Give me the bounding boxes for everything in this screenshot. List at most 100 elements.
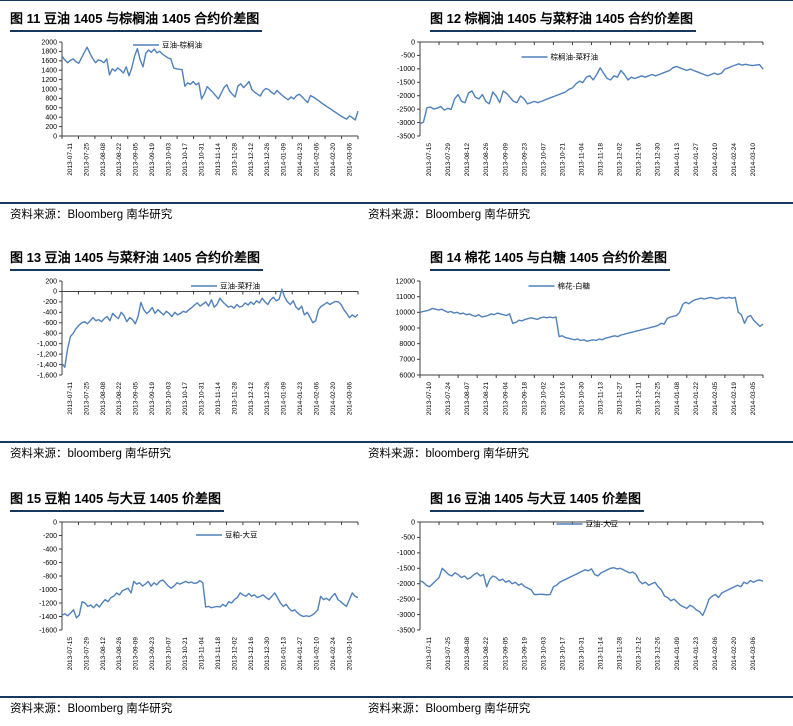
svg-text:-200: -200 bbox=[43, 533, 57, 540]
svg-text:2014-03-06: 2014-03-06 bbox=[346, 143, 353, 177]
svg-text:2014-01-09: 2014-01-09 bbox=[674, 637, 681, 671]
svg-text:2013-12-12: 2013-12-12 bbox=[248, 382, 255, 416]
svg-text:6000: 6000 bbox=[399, 372, 415, 379]
svg-text:-1600: -1600 bbox=[39, 627, 57, 634]
svg-text:2014-03-10: 2014-03-10 bbox=[750, 143, 757, 177]
svg-text:9000: 9000 bbox=[399, 325, 415, 332]
svg-text:-1000: -1000 bbox=[397, 550, 415, 557]
svg-text:2014-01-27: 2014-01-27 bbox=[297, 637, 304, 671]
svg-text:2013-11-14: 2013-11-14 bbox=[215, 143, 222, 176]
page-top-rule bbox=[0, 0, 793, 1]
svg-text:2014-03-05: 2014-03-05 bbox=[750, 382, 757, 416]
figure-row-3: 图 15 豆粕 1405 与大豆 1405 价差图 图 16 豆油 1405 与… bbox=[0, 463, 793, 718]
svg-text:2013-07-11: 2013-07-11 bbox=[67, 382, 74, 415]
svg-text:-200: -200 bbox=[43, 299, 57, 306]
svg-text:2013-08-12: 2013-08-12 bbox=[100, 637, 107, 671]
svg-text:2014-01-22: 2014-01-22 bbox=[693, 382, 700, 416]
svg-text:2013-10-31: 2013-10-31 bbox=[579, 637, 586, 671]
row3-titles: 图 15 豆粕 1405 与大豆 1405 价差图 图 16 豆油 1405 与… bbox=[0, 487, 793, 512]
svg-text:800: 800 bbox=[45, 96, 57, 103]
svg-text:2013-11-04: 2013-11-04 bbox=[579, 143, 586, 176]
svg-text:2013-08-22: 2013-08-22 bbox=[483, 637, 490, 671]
chart-fig11: 2000180016001400120010008006004002000201… bbox=[41, 39, 359, 177]
svg-text:2013-09-19: 2013-09-19 bbox=[149, 143, 156, 177]
svg-text:2013-12-16: 2013-12-16 bbox=[248, 637, 255, 671]
svg-text:2013-12-30: 2013-12-30 bbox=[264, 637, 271, 671]
svg-text:2014-02-06: 2014-02-06 bbox=[712, 637, 719, 671]
svg-text:-3000: -3000 bbox=[397, 612, 415, 619]
svg-text:2013-07-15: 2013-07-15 bbox=[67, 637, 74, 671]
svg-text:2013-08-26: 2013-08-26 bbox=[483, 143, 490, 177]
svg-text:2014-01-09: 2014-01-09 bbox=[281, 143, 288, 177]
svg-text:2013-11-18: 2013-11-18 bbox=[215, 637, 222, 670]
svg-text:-1000: -1000 bbox=[397, 66, 415, 73]
svg-text:2000: 2000 bbox=[41, 39, 57, 46]
row1-charts: 2000 1800 1600 1400 1200 1000 800 600 400 200 0 201… bbox=[0, 32, 793, 202]
svg-text:-2500: -2500 bbox=[397, 596, 415, 603]
svg-text:2014-02-19: 2014-02-19 bbox=[731, 382, 738, 416]
svg-text:2014-02-10: 2014-02-10 bbox=[314, 637, 321, 671]
svg-text:2013-10-07: 2013-10-07 bbox=[540, 143, 547, 177]
svg-text:2014-01-23: 2014-01-23 bbox=[693, 637, 700, 671]
svg-text:2013-10-31: 2013-10-31 bbox=[198, 143, 205, 177]
svg-text:2013-10-30: 2013-10-30 bbox=[579, 382, 586, 416]
svg-text:0: 0 bbox=[411, 39, 415, 46]
figure-12-title: 图 12 棕榈油 1405 与菜籽油 1405 合约价差图 bbox=[430, 7, 696, 32]
svg-text:400: 400 bbox=[45, 115, 57, 122]
svg-text:2013-12-16: 2013-12-16 bbox=[636, 143, 643, 177]
svg-text:-600: -600 bbox=[43, 320, 57, 327]
svg-text:2014-01-13: 2014-01-13 bbox=[281, 637, 288, 671]
svg-text:2013-08-22: 2013-08-22 bbox=[116, 143, 123, 177]
svg-text:2013-07-11: 2013-07-11 bbox=[67, 143, 74, 176]
svg-text:-800: -800 bbox=[43, 573, 57, 580]
svg-text:棕榈油-菜籽油: 棕榈油-菜籽油 bbox=[551, 52, 599, 62]
svg-text:2013-07-10: 2013-07-10 bbox=[426, 382, 433, 416]
svg-text:2014-01-09: 2014-01-09 bbox=[281, 382, 288, 416]
svg-text:-1,600: -1,600 bbox=[37, 372, 57, 379]
row3-sources: 资料来源：Bloomberg 南华研究 资料来源：Bloomberg 南华研究 bbox=[0, 696, 793, 718]
svg-text:2014-01-08: 2014-01-08 bbox=[674, 382, 681, 416]
svg-text:豆油-菜籽油: 豆油-菜籽油 bbox=[220, 281, 260, 291]
row2-charts: 200 0 -200 -400 -600 -800 -1,000 -1,200 -1,400 -1… bbox=[0, 271, 793, 441]
svg-text:2013-09-04: 2013-09-04 bbox=[502, 382, 509, 416]
svg-text:1200: 1200 bbox=[41, 77, 57, 84]
svg-text:2013-08-07: 2013-08-07 bbox=[464, 382, 471, 416]
svg-text:2013-11-04: 2013-11-04 bbox=[198, 637, 205, 670]
svg-text:2013-11-28: 2013-11-28 bbox=[231, 382, 238, 415]
svg-text:2013-07-29: 2013-07-29 bbox=[445, 143, 452, 177]
svg-text:0: 0 bbox=[53, 289, 57, 296]
svg-text:2014-01-23: 2014-01-23 bbox=[297, 143, 304, 177]
svg-text:-1200: -1200 bbox=[39, 600, 57, 607]
svg-text:1000: 1000 bbox=[41, 86, 57, 93]
svg-text:2013-07-11: 2013-07-11 bbox=[426, 637, 433, 670]
svg-text:2013-09-05: 2013-09-05 bbox=[133, 143, 140, 177]
svg-text:2014-01-13: 2014-01-13 bbox=[674, 143, 681, 177]
svg-text:2013-10-17: 2013-10-17 bbox=[559, 637, 566, 671]
svg-text:-1000: -1000 bbox=[39, 587, 57, 594]
svg-text:2013-11-14: 2013-11-14 bbox=[598, 637, 605, 670]
svg-text:2013-08-08: 2013-08-08 bbox=[100, 143, 107, 177]
svg-text:2013-09-23: 2013-09-23 bbox=[149, 637, 156, 671]
svg-text:-400: -400 bbox=[43, 546, 57, 553]
row1-sources: 资料来源：Bloomberg 南华研究 资料来源：Bloomberg 南华研究 bbox=[0, 202, 793, 224]
svg-text:0: 0 bbox=[53, 519, 57, 526]
svg-text:2013-12-26: 2013-12-26 bbox=[655, 637, 662, 671]
svg-text:10000: 10000 bbox=[396, 310, 416, 317]
svg-text:1400: 1400 bbox=[41, 68, 57, 75]
svg-text:2013-12-11: 2013-12-11 bbox=[636, 382, 643, 415]
svg-text:-3500: -3500 bbox=[397, 627, 415, 634]
svg-text:2013-11-27: 2013-11-27 bbox=[617, 382, 624, 415]
svg-text:2013-12-12: 2013-12-12 bbox=[248, 143, 255, 177]
svg-text:8000: 8000 bbox=[399, 341, 415, 348]
svg-text:2013-10-31: 2013-10-31 bbox=[198, 382, 205, 416]
figure-11-title: 图 11 豆油 1405 与棕榈油 1405 合约价差图 bbox=[10, 7, 263, 32]
svg-text:-600: -600 bbox=[43, 560, 57, 567]
svg-text:0: 0 bbox=[411, 519, 415, 526]
svg-text:2013-11-18: 2013-11-18 bbox=[598, 143, 605, 176]
figure-11-source: 资料来源：Bloomberg 南华研究 bbox=[10, 209, 173, 221]
svg-text:-500: -500 bbox=[401, 53, 415, 60]
svg-text:2014-02-05: 2014-02-05 bbox=[712, 382, 719, 416]
svg-text:2013-12-25: 2013-12-25 bbox=[655, 382, 662, 416]
svg-text:2013-12-12: 2013-12-12 bbox=[636, 637, 643, 671]
